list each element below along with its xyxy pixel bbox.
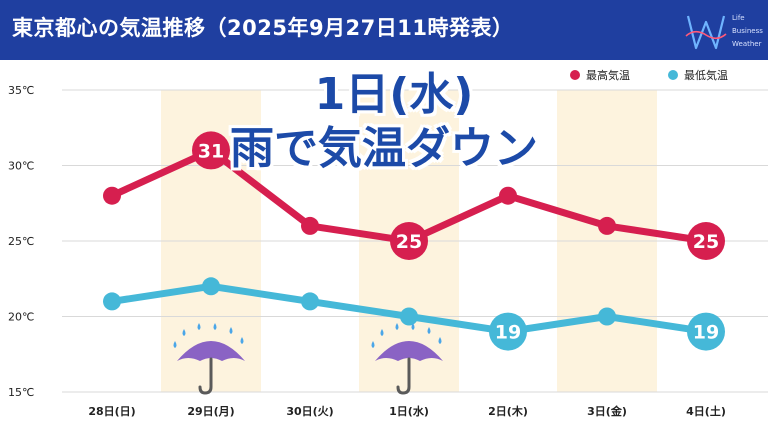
x-tick-label: 29日(月) xyxy=(187,405,234,418)
data-point xyxy=(400,307,418,326)
y-tick-label: 35℃ xyxy=(8,84,34,97)
legend-label-low: 最低気温 xyxy=(684,69,728,82)
headline-message: 雨で気温ダウン xyxy=(230,123,538,174)
umbrella-rain-icon xyxy=(371,323,443,395)
data-label-badge xyxy=(192,131,230,170)
data-label-badge xyxy=(390,222,428,260)
data-label: 25 xyxy=(693,231,719,253)
x-tick-label: 1日(水) xyxy=(389,404,429,418)
page-title: 東京都心の気温推移（2025年9月27日11時発表） xyxy=(12,16,514,40)
data-point xyxy=(103,186,121,205)
temperature-line-chart: 15℃ 20℃ 25℃ 30℃ 35℃ 28日(日) 29日(月) 30日(火) 1日(水) 2日… xyxy=(8,84,768,418)
x-tick-label: 4日(土) xyxy=(686,404,726,418)
legend-dot-low xyxy=(668,70,678,80)
wave-logo-icon xyxy=(685,15,727,50)
y-tick-label: 15℃ xyxy=(8,386,34,399)
data-label: 25 xyxy=(396,231,422,253)
data-label: 19 xyxy=(693,322,719,344)
brand-logo: Life Business Weather xyxy=(684,8,764,54)
data-point xyxy=(301,292,319,311)
data-point xyxy=(103,292,121,311)
legend-label-high: 最高気温 xyxy=(586,69,630,82)
headline-date: 1日(水) xyxy=(314,69,474,120)
data-label-badge xyxy=(489,312,527,351)
y-tick-label: 20℃ xyxy=(8,311,34,324)
x-tick-label: 28日(日) xyxy=(88,405,135,418)
y-tick-label: 30℃ xyxy=(8,160,34,173)
x-tick-label: 2日(木) xyxy=(488,404,528,418)
logo-line-3: Weather xyxy=(732,40,762,48)
legend-item-low: 最低気温 xyxy=(668,67,728,83)
logo-line-2: Business xyxy=(732,27,763,35)
data-point xyxy=(598,216,616,235)
data-point xyxy=(598,307,616,326)
y-tick-label: 25℃ xyxy=(8,235,34,248)
header-bar: 東京都心の気温推移（2025年9月27日11時発表） Life Business… xyxy=(0,0,768,60)
data-label: 31 xyxy=(198,140,224,162)
logo-line-1: Life xyxy=(732,14,745,22)
legend-dot-high xyxy=(570,70,580,80)
data-label: 19 xyxy=(495,322,521,344)
x-tick-label: 3日(金) xyxy=(587,404,627,418)
legend-item-high: 最高気温 xyxy=(570,67,630,83)
umbrella-rain-icon xyxy=(173,323,245,395)
data-point xyxy=(301,216,319,235)
data-point xyxy=(499,186,517,205)
data-point xyxy=(202,277,220,296)
x-tick-label: 30日(火) xyxy=(286,405,333,418)
data-label-badge xyxy=(687,222,725,260)
data-label-badge xyxy=(687,312,725,351)
